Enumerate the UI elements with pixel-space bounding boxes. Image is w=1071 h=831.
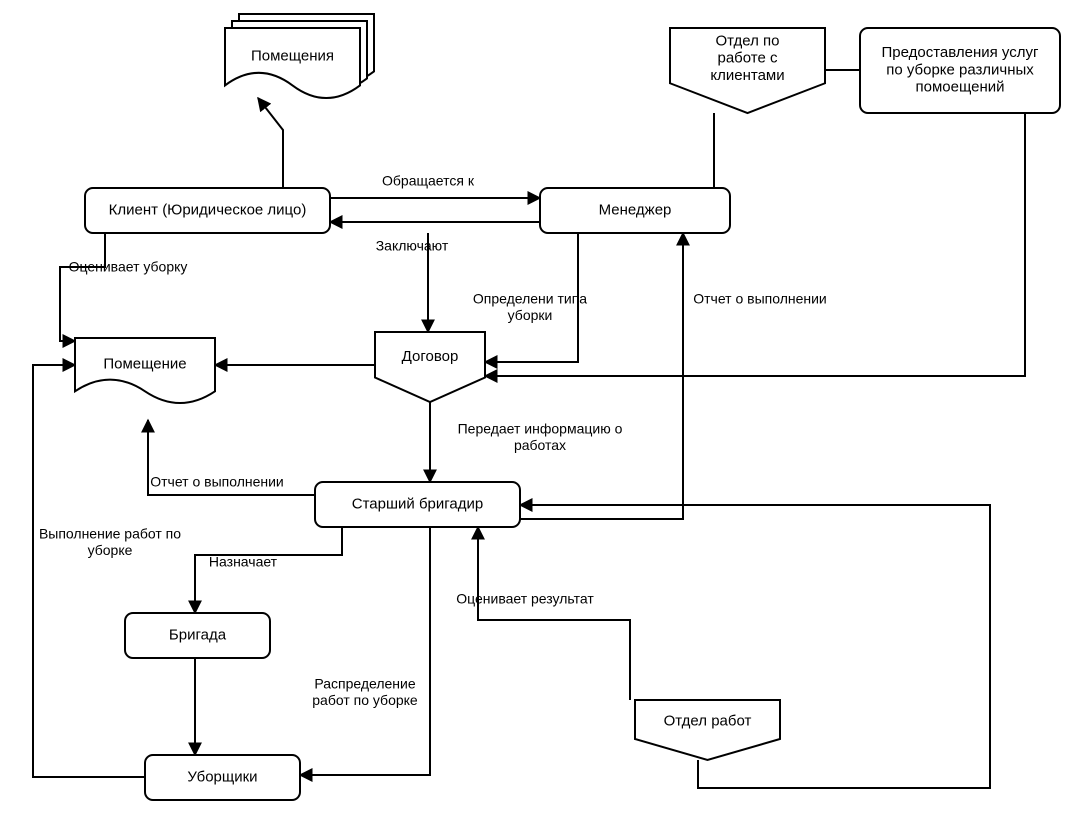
- node-label: Отдел работ: [664, 713, 752, 730]
- node-brigade: Бригада: [125, 613, 270, 658]
- edge-label: Выполнение работ по: [39, 526, 181, 542]
- node-label: Старший бригадир: [352, 495, 483, 512]
- node-label: клиентами: [710, 67, 784, 84]
- node-client: Клиент (Юридическое лицо): [85, 188, 330, 233]
- edge-label: Распределение: [314, 676, 416, 692]
- edge-label: Оценивает уборку: [69, 259, 188, 275]
- node-label: Договор: [402, 348, 459, 365]
- node-label: Клиент (Юридическое лицо): [109, 201, 307, 218]
- edge-label: Определени типа: [473, 291, 587, 307]
- edge-label: Заключают: [376, 238, 449, 254]
- edge-label: работ по уборке: [312, 692, 418, 708]
- flowchart-canvas: Обращается кЗаключаютОпределени типаубор…: [0, 0, 1071, 831]
- edge-label: Отчет о выполнении: [150, 474, 284, 490]
- edge-label: Назначает: [209, 554, 278, 570]
- node-foreman: Старший бригадир: [315, 482, 520, 527]
- edge-label: Оценивает результат: [456, 591, 594, 607]
- node-manager: Менеджер: [540, 188, 730, 233]
- edge-label: Передает информацию о: [458, 421, 623, 437]
- node-label: Менеджер: [599, 201, 672, 218]
- edge-label: уборке: [88, 542, 133, 558]
- edge-label: работах: [514, 437, 566, 453]
- node-label: Помещение: [103, 356, 186, 373]
- edge-label: уборки: [508, 307, 553, 323]
- node-label: по уборке различных: [886, 61, 1034, 78]
- node-label: Бригада: [169, 626, 227, 643]
- node-label: Отдел по: [715, 32, 779, 49]
- node-label: Уборщики: [187, 768, 257, 785]
- edge-label: Обращается к: [382, 173, 475, 189]
- node-label: Предоставления услуг: [881, 44, 1039, 61]
- node-label: работе с: [718, 50, 779, 67]
- edge-label: Отчет о выполнении: [693, 291, 827, 307]
- node-label: помоещений: [915, 79, 1004, 96]
- node-services: Предоставления услугпо уборке различныхп…: [860, 28, 1060, 113]
- node-cleaners: Уборщики: [145, 755, 300, 800]
- node-label: Помещения: [251, 48, 334, 65]
